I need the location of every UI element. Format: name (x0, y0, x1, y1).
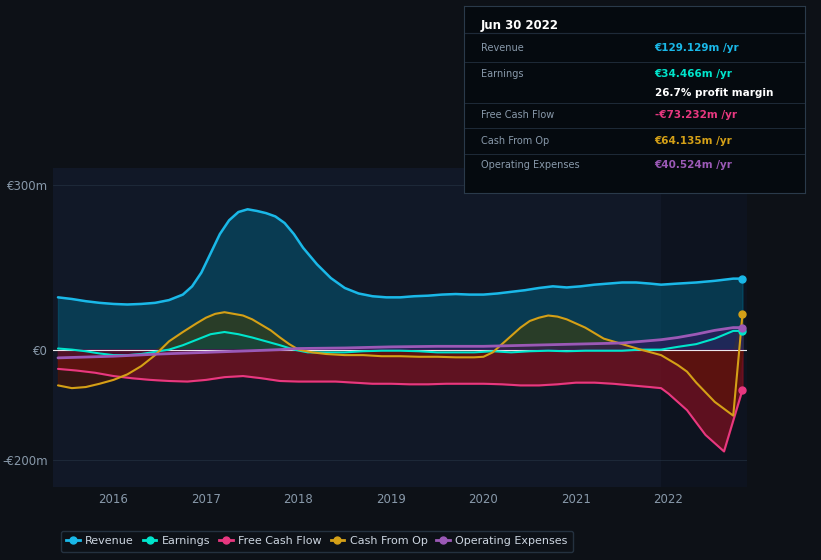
Text: Cash From Op: Cash From Op (481, 136, 549, 146)
Text: Jun 30 2022: Jun 30 2022 (481, 18, 559, 32)
Text: €129.129m /yr: €129.129m /yr (654, 43, 739, 53)
Text: -€73.232m /yr: -€73.232m /yr (654, 110, 736, 120)
Text: 26.7% profit margin: 26.7% profit margin (654, 88, 773, 98)
Text: Revenue: Revenue (481, 43, 524, 53)
Text: €34.466m /yr: €34.466m /yr (654, 69, 732, 79)
Legend: Revenue, Earnings, Free Cash Flow, Cash From Op, Operating Expenses: Revenue, Earnings, Free Cash Flow, Cash … (61, 531, 573, 552)
Text: Free Cash Flow: Free Cash Flow (481, 110, 554, 120)
Text: €64.135m /yr: €64.135m /yr (654, 136, 732, 146)
Bar (661, 168, 747, 487)
Text: Earnings: Earnings (481, 69, 524, 79)
Text: €40.524m /yr: €40.524m /yr (654, 160, 732, 170)
Text: Operating Expenses: Operating Expenses (481, 160, 580, 170)
